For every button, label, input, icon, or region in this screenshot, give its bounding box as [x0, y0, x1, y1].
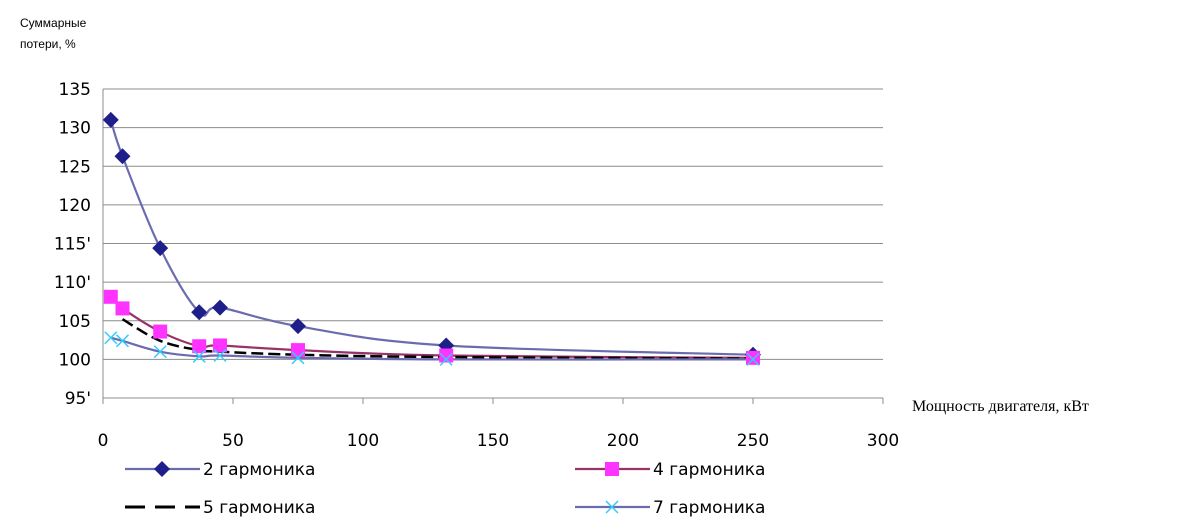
- y-tick-label: 125: [59, 157, 91, 177]
- series-4-point-1-x-marker: [104, 331, 118, 345]
- series-4-point-5-x-marker: [213, 348, 227, 363]
- series-1-point-3-diamond-marker: [152, 240, 169, 257]
- series-2-point-4-square-marker: [192, 339, 207, 354]
- series-4-point-2-x-marker: [115, 334, 130, 348]
- y-tick-label: 100: [59, 350, 91, 370]
- series-4-point-6-x-marker: [291, 351, 305, 365]
- legend-label: 4 гармоника: [653, 460, 765, 480]
- y-tick-label: 130: [59, 119, 91, 139]
- y-tick-label: 95': [65, 389, 91, 409]
- series-4-point-3-x-marker: [153, 345, 167, 359]
- series-2-point-6-square-marker: [291, 343, 305, 358]
- series-4-point-4-x-marker: [192, 349, 206, 363]
- axes: [102, 89, 884, 404]
- grid-lines: [103, 88, 883, 360]
- x-tick-label: 250: [737, 431, 769, 451]
- series-1-point-2-diamond-marker: [114, 148, 131, 165]
- series-line-2: [109, 296, 754, 359]
- series-1-point-5-diamond-marker: [212, 299, 228, 316]
- y-axis-label-line-1: Суммарные: [20, 16, 87, 30]
- legend-label: 5 гармоника: [203, 498, 315, 518]
- x-tick-label: 100: [347, 431, 379, 451]
- series-line-4: [110, 336, 754, 361]
- y-axis-label-line-2: потери, %: [20, 37, 76, 51]
- legend-item-1: 2 гармоника: [125, 460, 315, 480]
- y-tick-labels: 95' 100 105 110' 115' 120 125 130 135: [54, 80, 91, 409]
- legend-swatch-4-x-marker: [605, 500, 619, 514]
- series-lines: [109, 119, 754, 361]
- series-2-point-3-square-marker: [153, 324, 168, 339]
- series-2-point-7-square-marker: [439, 348, 454, 363]
- y-tick-label: 120: [59, 196, 91, 216]
- y-tick-label: 105: [59, 312, 91, 332]
- series-2-point-2-square-marker: [115, 301, 130, 316]
- series-2-point-5-square-marker: [213, 338, 227, 353]
- x-tick-label: 0: [98, 431, 109, 451]
- legend-label: 2 гармоника: [203, 460, 315, 480]
- legend-swatch-2-square-marker: [605, 462, 619, 476]
- series-4-point-7-x-marker: [439, 352, 453, 366]
- x-tick-labels: 0 50 100 150 200 250 300: [98, 431, 900, 451]
- x-tick-label: 200: [607, 431, 639, 451]
- legend-item-3: 5 гармоника: [125, 498, 315, 518]
- legend-item-2: 4 гармоника: [575, 460, 765, 480]
- series-1-point-6-diamond-marker: [290, 318, 306, 335]
- x-tick-label: 50: [222, 431, 244, 451]
- legend: 2 гармоника 4 гармоника 5 гармоника 7 гармо…: [125, 460, 765, 518]
- series-line-1: [109, 119, 754, 356]
- x-tick-label: 300: [867, 431, 899, 451]
- legend-label: 7 гармоника: [653, 498, 765, 518]
- series-line-3: [121, 318, 754, 360]
- series-1-point-4-diamond-marker: [191, 304, 208, 321]
- y-tick-label: 135: [59, 80, 91, 100]
- series-2-point-8-square-marker: [746, 350, 760, 365]
- x-tick-label: 150: [477, 431, 509, 451]
- y-tick-label: 110': [54, 273, 91, 293]
- legend-swatch-1-diamond-marker: [154, 461, 170, 477]
- series-markers: [102, 111, 761, 366]
- legend-item-4: 7 гармоника: [575, 498, 765, 518]
- y-tick-label: 115': [54, 235, 91, 255]
- series-2-point-1-square-marker: [103, 289, 118, 304]
- series-1-point-1-diamond-marker: [102, 111, 119, 128]
- x-axis-label: Мощность двигателя, кВт: [912, 398, 1089, 415]
- series-4-point-8-x-marker: [746, 352, 760, 366]
